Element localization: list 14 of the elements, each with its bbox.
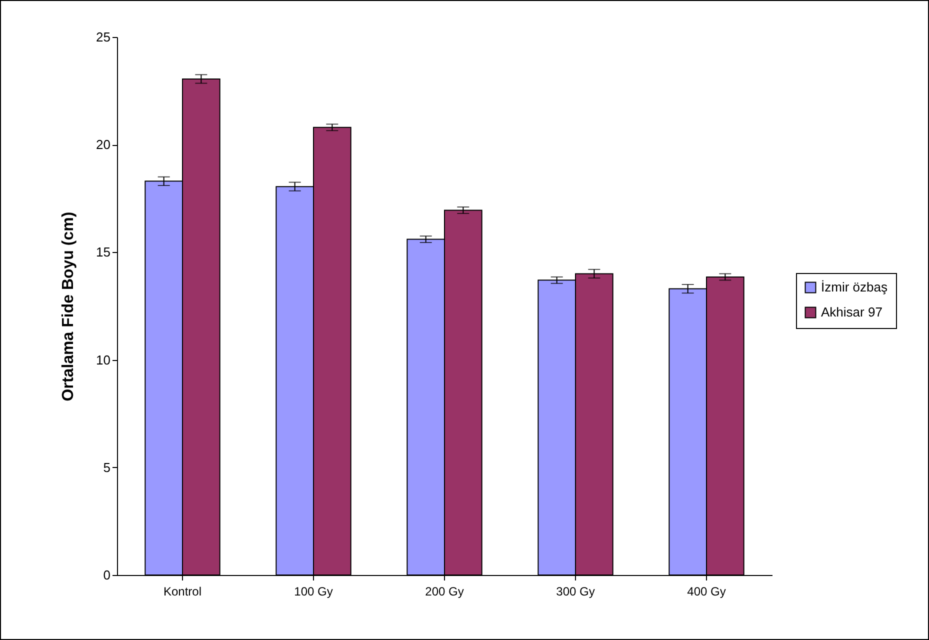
y-tick-label: 10 [96,352,110,368]
legend-label: İzmir özbaş [821,280,888,294]
x-tick-label: 300 Gy [556,584,595,598]
x-tick-label: 200 Gy [425,584,464,598]
y-tick-label: 20 [96,137,110,152]
y-tick-label: 25 [96,30,110,44]
legend-label: Akhisar 97 [821,304,882,320]
x-tick-label: Kontrol [163,584,202,598]
y-tick-label: 15 [96,244,110,260]
x-tick-label: 400 Gy [687,584,726,598]
y-tick-label: 0 [103,568,110,582]
y-axis-title: Ortalama Fide Boyu (cm) [60,212,78,402]
x-tick-label: 100 Gy [294,584,333,598]
y-tick-label: 5 [103,460,110,475]
